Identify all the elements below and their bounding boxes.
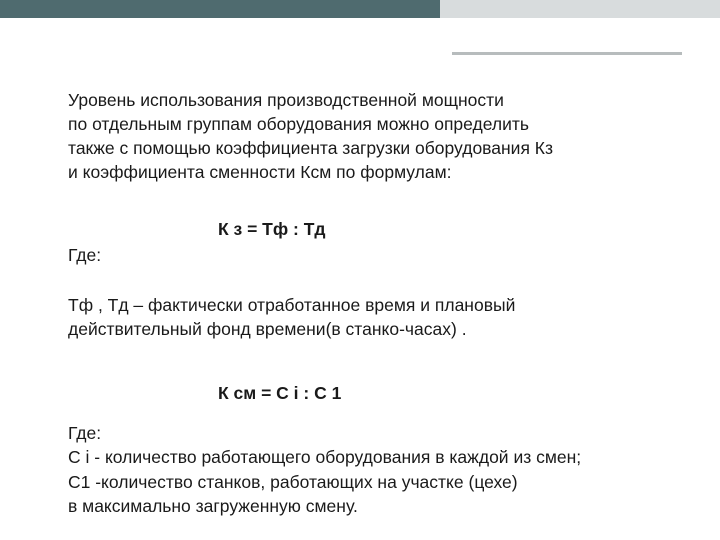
text-line: также с помощью коэффициента загрузки об… [68, 136, 660, 160]
text-line: действительный фонд времени(в станко-час… [68, 317, 660, 341]
text-line: Тф , Тд – фактически отработанное время … [68, 293, 660, 317]
where-label-2: Где: [68, 421, 660, 445]
text-line: С1 -количество станков, работающих на уч… [68, 470, 660, 494]
formula-ksm: К см = С i : С 1 [68, 381, 660, 405]
formula-block-1: К з = Тф : Тд [68, 217, 660, 241]
text-line: Уровень использования производственной м… [68, 88, 660, 112]
where-label-1: Где: [68, 243, 660, 267]
slide-content: Уровень использования производственной м… [68, 88, 660, 526]
text-line: по отдельным группам оборудования можно … [68, 112, 660, 136]
formula-kz: К з = Тф : Тд [68, 217, 660, 241]
accent-line [452, 52, 682, 55]
text-line: в максимально загруженную смену. [68, 494, 660, 518]
text-line: С i - количество работающего оборудовани… [68, 445, 660, 469]
header-bar-left [0, 0, 440, 18]
header-bar [0, 0, 720, 18]
header-bar-right [440, 0, 720, 18]
paragraph-intro: Уровень использования производственной м… [68, 88, 660, 185]
formula-block-2: К см = С i : С 1 [68, 381, 660, 405]
paragraph-where-2: Где: С i - количество работающего оборуд… [68, 421, 660, 518]
paragraph-tf-td: Тф , Тд – фактически отработанное время … [68, 293, 660, 341]
text-line: и коэффициента сменности Ксм по формулам… [68, 160, 660, 184]
